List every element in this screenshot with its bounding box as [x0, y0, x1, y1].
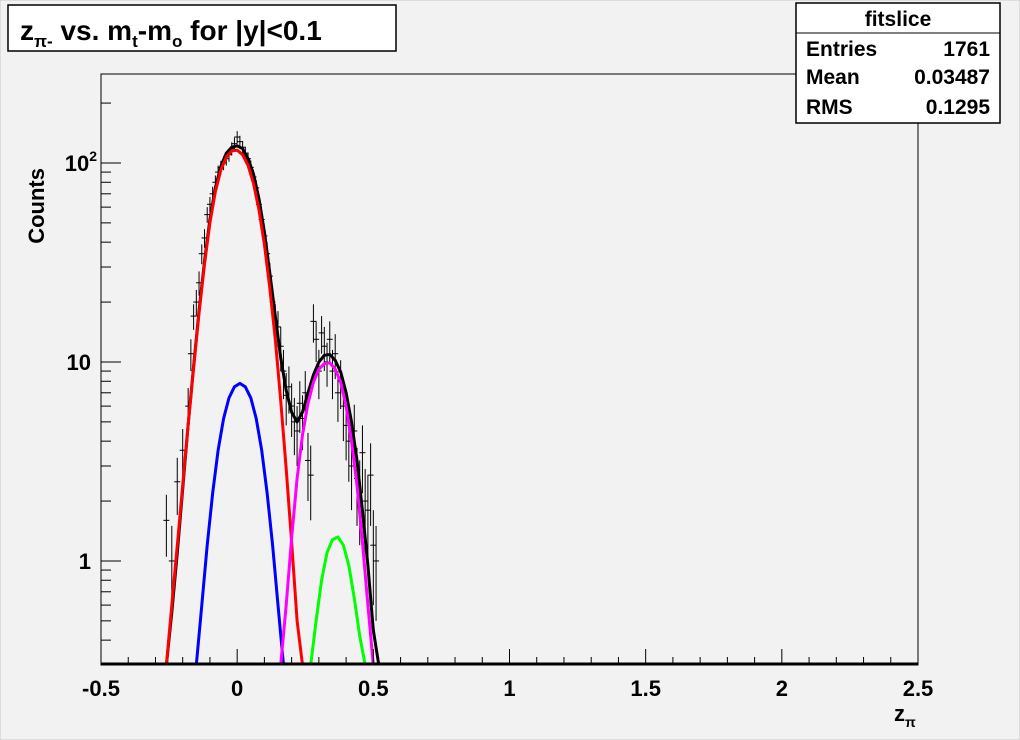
- x-axis-label: zπ: [894, 701, 916, 730]
- title-box: zπ- vs. mt-mo for |y|<0.1: [7, 4, 397, 52]
- axes: [100, 102, 919, 666]
- plot-frame: [100, 73, 919, 666]
- stats-title: fitslice: [865, 8, 932, 31]
- fit-curve-4: [279, 361, 375, 666]
- plot-area: [100, 73, 919, 666]
- x-tick-label: 1.5: [630, 676, 661, 701]
- x-tick-label: 0: [231, 676, 243, 701]
- y-tick-label: 10: [67, 350, 91, 375]
- x-tick-label: 1: [503, 676, 515, 701]
- chart-title: zπ- vs. mt-mo for |y|<0.1: [20, 15, 322, 51]
- x-tick-label: 0.5: [358, 676, 389, 701]
- stats-box: fitslice Entries 1761 Mean 0.03487 RMS 0…: [795, 2, 1001, 124]
- x-tick-label: -0.5: [82, 676, 120, 701]
- title-box-frame: [7, 4, 397, 52]
- stats-label-rms: RMS: [806, 96, 853, 119]
- x-tick-label: 2: [776, 676, 788, 701]
- stats-value-entries: 1761: [943, 38, 990, 61]
- fit-curve-5: [309, 535, 367, 666]
- stats-label-entries: Entries: [806, 38, 877, 61]
- stats-label-mean: Mean: [806, 66, 860, 89]
- y-tick-label: 102: [65, 148, 97, 176]
- stats-box-frame: [795, 2, 1001, 124]
- stats-value-mean: 0.03487: [914, 66, 990, 89]
- y-axis-label: Counts: [24, 168, 49, 244]
- x-tick-label: 2.5: [903, 676, 934, 701]
- axis-labels: -0.5 0 0.5 1 1.5 2 2.5 1 10 102: [65, 148, 934, 701]
- y-tick-label: 1: [79, 549, 91, 574]
- fit-curve-2: [164, 148, 304, 666]
- stats-value-rms: 0.1295: [926, 96, 991, 119]
- fit-curve-3: [194, 381, 285, 666]
